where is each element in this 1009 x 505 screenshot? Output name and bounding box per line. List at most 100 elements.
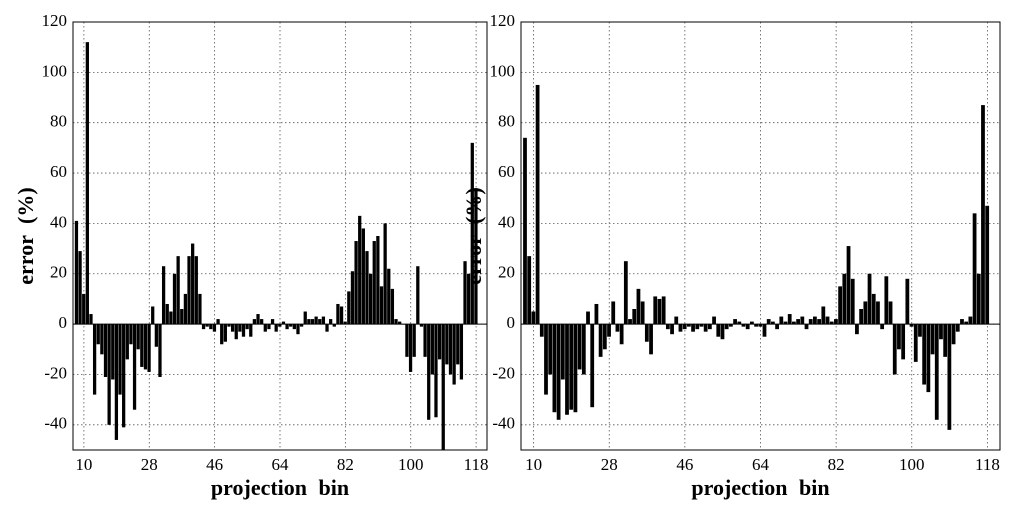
bar (901, 324, 906, 360)
bar (285, 324, 289, 330)
bar (964, 321, 969, 325)
bar (577, 324, 582, 370)
bar (354, 241, 358, 325)
y-tick-label: 100 (490, 61, 516, 80)
bar (452, 324, 456, 385)
bar (779, 316, 784, 325)
bar (227, 324, 231, 327)
bar (842, 273, 847, 325)
bar (724, 324, 729, 330)
bar (419, 324, 424, 327)
bar (783, 321, 788, 325)
bar (238, 324, 242, 332)
bar (201, 324, 206, 330)
bar (408, 324, 413, 372)
bar (897, 324, 901, 350)
bar (611, 301, 616, 325)
x-axis-label: projection bin (211, 475, 349, 500)
bar (307, 319, 311, 325)
bar (122, 324, 126, 428)
x-tick-label: 46 (206, 455, 223, 474)
bar (191, 243, 195, 325)
bar (972, 213, 977, 325)
bar (775, 324, 779, 330)
bar (448, 324, 453, 375)
bar (423, 324, 427, 357)
bar (859, 309, 864, 325)
bar (863, 301, 868, 325)
bar (846, 246, 851, 325)
bar (934, 324, 939, 420)
y-tick-label: -20 (492, 363, 515, 382)
bar (905, 278, 910, 325)
bar (383, 223, 387, 325)
bar (347, 291, 351, 325)
bar (644, 324, 649, 342)
y-tick-label: 60 (498, 162, 515, 181)
bar (125, 324, 129, 360)
bar (712, 316, 716, 325)
bar (96, 324, 100, 345)
bar (165, 303, 169, 325)
bar (118, 324, 122, 395)
bar (405, 324, 409, 357)
x-tick-label: 118 (464, 455, 489, 474)
y-tick-label: 100 (42, 61, 68, 80)
bar (695, 324, 700, 330)
y-tick-label: 80 (498, 112, 515, 131)
bar (176, 256, 180, 325)
x-tick-label: 64 (752, 455, 770, 474)
x-tick-label: 28 (601, 455, 618, 474)
bar (523, 137, 527, 325)
bar (720, 324, 725, 340)
bar (329, 319, 333, 325)
bar (728, 324, 733, 327)
bar (871, 293, 876, 325)
bar (169, 311, 173, 325)
bar (267, 324, 271, 330)
bar (817, 319, 822, 325)
bar (665, 324, 670, 330)
bar (187, 256, 191, 325)
bar (459, 324, 464, 380)
bar (960, 319, 964, 325)
bar (205, 324, 209, 327)
bar (358, 215, 362, 325)
bar (922, 324, 927, 385)
bar (368, 273, 373, 325)
bar (260, 319, 264, 325)
bar (703, 324, 708, 332)
bar (678, 324, 683, 332)
bar (172, 273, 177, 325)
bar (707, 324, 712, 330)
bar (653, 296, 658, 325)
bar (787, 314, 792, 325)
bar (939, 324, 943, 340)
bar (252, 319, 257, 325)
bar (762, 324, 767, 337)
bar (143, 324, 148, 370)
bar (556, 324, 561, 420)
bar (100, 324, 104, 355)
bar (834, 319, 838, 325)
bar (674, 316, 679, 325)
bar (223, 324, 227, 342)
bar (161, 266, 166, 325)
bar (976, 273, 981, 325)
bar (632, 309, 637, 325)
bar (456, 324, 460, 365)
bar (716, 324, 721, 337)
bar (281, 321, 286, 325)
bar (89, 314, 93, 325)
x-tick-label: 46 (676, 455, 693, 474)
bar (278, 324, 282, 327)
bar (107, 324, 111, 425)
bar (590, 324, 595, 408)
bar (876, 301, 880, 325)
bar (619, 324, 624, 345)
y-tick-label: 120 (42, 11, 68, 30)
bar (745, 324, 750, 330)
bar (565, 324, 569, 415)
bar (303, 311, 307, 325)
bar (821, 306, 826, 325)
